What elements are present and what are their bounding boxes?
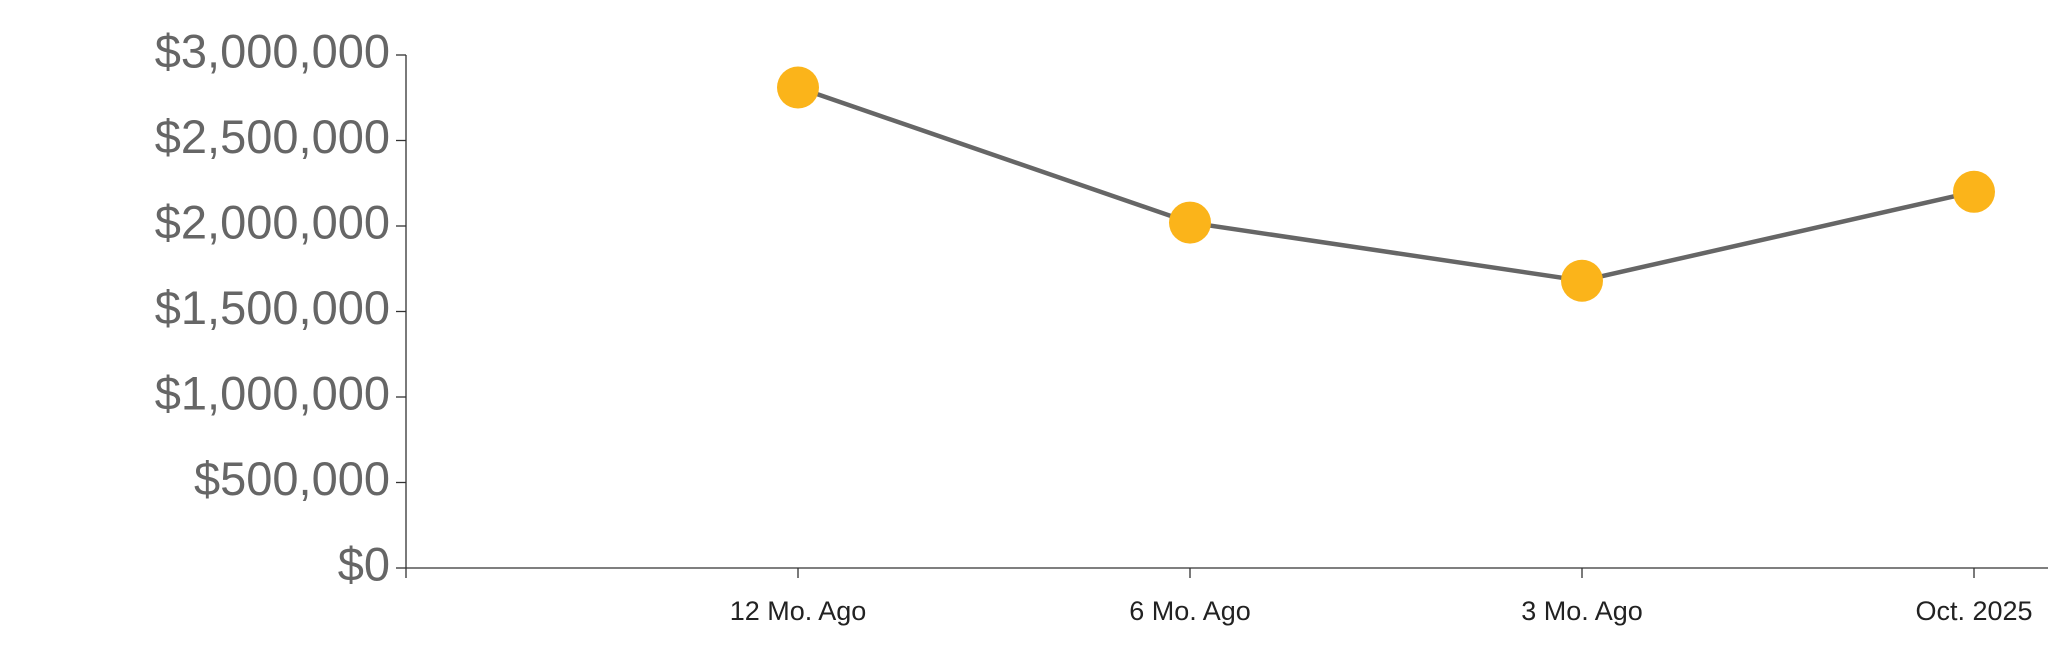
data-point <box>1953 170 1995 213</box>
y-tick-label: $1,000,000 <box>155 366 390 419</box>
data-point <box>1169 201 1211 244</box>
data-point <box>777 66 819 109</box>
y-tick-label: $2,500,000 <box>155 110 390 163</box>
y-tick-label: $1,500,000 <box>155 281 390 334</box>
x-tick-label: Oct. 2025 <box>1915 596 2032 626</box>
x-tick-label: 3 Mo. Ago <box>1521 596 1643 626</box>
y-tick-label: $2,000,000 <box>155 195 390 248</box>
x-tick-label: 6 Mo. Ago <box>1129 596 1251 626</box>
data-point <box>1561 259 1603 302</box>
y-tick-label: $500,000 <box>194 452 390 505</box>
series-line <box>797 85 1975 284</box>
y-tick-label: $0 <box>338 537 390 590</box>
y-tick-label: $3,000,000 <box>155 24 390 77</box>
x-tick-label: 12 Mo. Ago <box>730 596 867 626</box>
